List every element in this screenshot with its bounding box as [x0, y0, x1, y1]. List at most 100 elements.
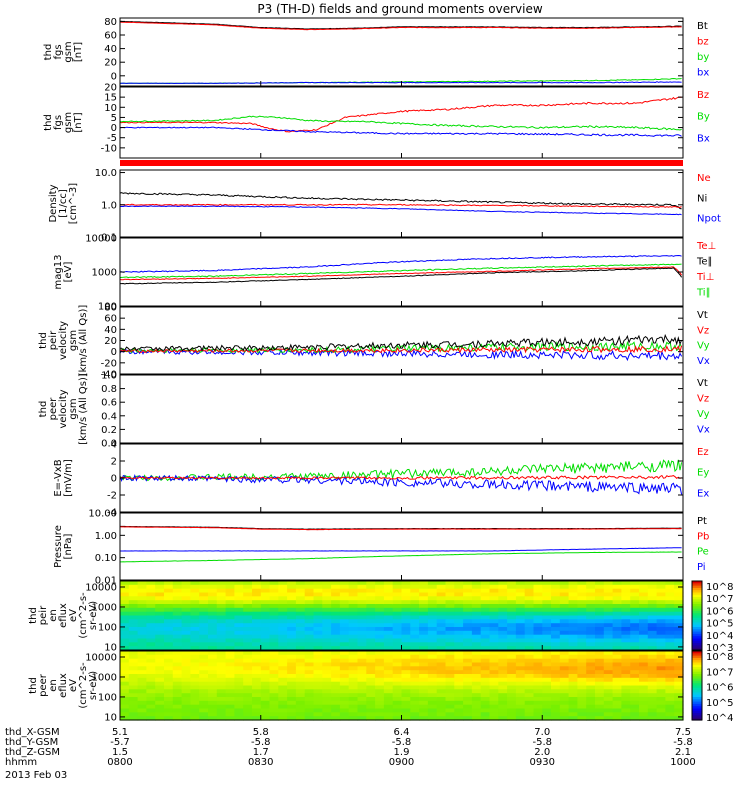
spectrogram-cell: [639, 607, 649, 613]
spectrogram-cell: [199, 681, 209, 687]
spectrogram-cell: [322, 685, 332, 690]
spectrogram-cell: [234, 600, 244, 605]
spectrogram-cell: [269, 654, 279, 660]
spectrogram-cell: [199, 716, 209, 721]
spectrogram-cell: [155, 630, 165, 636]
spectrogram-cell: [586, 708, 596, 713]
spectrogram-cell: [128, 651, 139, 656]
spectrogram-cell: [181, 658, 191, 664]
spectrogram-cell: [674, 704, 684, 710]
spectrogram-cell: [445, 700, 455, 706]
spectrogram-cell: [392, 592, 403, 597]
spectrogram-cell: [137, 666, 147, 671]
spectrogram-cell: [216, 607, 227, 613]
spectrogram-cell: [665, 674, 675, 679]
spectrogram-cell: [665, 658, 675, 664]
spectrogram-cell: [383, 689, 394, 694]
spectrogram-cell: [586, 588, 596, 594]
spectrogram-cell: [524, 600, 535, 605]
spectrogram-cell: [551, 704, 561, 710]
spectrogram-cell: [331, 596, 341, 601]
spectrogram-cell: [172, 623, 183, 628]
spectrogram-cell: [471, 704, 482, 710]
y-tick-label: 80: [104, 303, 117, 314]
spectrogram-cell: [551, 689, 561, 694]
spectrogram-cell: [568, 712, 578, 717]
spectrogram-cell: [269, 704, 279, 710]
spectrogram-cell: [304, 704, 315, 710]
spectrogram-cell: [463, 666, 473, 671]
spectrogram-cell: [524, 592, 535, 597]
spectrogram-cell: [120, 708, 130, 713]
spectrogram-cell: [533, 708, 543, 713]
spectrogram-cell: [260, 611, 271, 617]
series-bz: [120, 21, 682, 31]
spectrogram-cell: [427, 611, 438, 617]
spectrogram-cell: [190, 630, 200, 636]
spectrogram-cell: [471, 619, 482, 624]
spectrogram-cell: [313, 681, 323, 687]
spectrogram-cell: [146, 638, 156, 643]
spectrogram-cell: [630, 666, 640, 671]
spectrogram-cell: [665, 581, 675, 586]
spectrogram-cell: [665, 677, 675, 683]
spectrogram-cell: [278, 623, 288, 628]
spectrogram-cell: [137, 658, 147, 664]
legend-Pt: Pt: [697, 516, 707, 527]
spectrogram-cell: [595, 712, 605, 717]
spectrogram-cell: [551, 651, 561, 656]
spectrogram-cell: [577, 712, 587, 717]
legend-by: by: [697, 52, 709, 63]
spectrogram-cell: [542, 581, 552, 586]
spectrogram-cell: [551, 677, 561, 683]
spectrogram-cell: [243, 704, 253, 710]
spectrogram-cell: [383, 627, 394, 632]
spectrogram-cell: [120, 642, 130, 647]
spectrogram-cell: [366, 619, 376, 624]
spectrogram-cell: [524, 716, 535, 721]
spectrogram-cell: [172, 604, 183, 609]
spectrogram-cell: [551, 662, 561, 667]
spectrogram-cell: [559, 716, 570, 721]
spectrogram-cell: [383, 611, 394, 617]
spectrogram-cell: [181, 627, 191, 632]
y-axis-label: velocity: [58, 389, 69, 428]
spectrogram-cell: [295, 600, 306, 605]
spectrogram-cell: [252, 611, 262, 617]
spectrogram-cell: [137, 677, 147, 683]
spectrogram-cell: [366, 681, 376, 687]
spectrogram-cell: [595, 642, 605, 647]
spectrogram-cell: [674, 658, 684, 664]
spectrogram-cell: [586, 619, 596, 624]
spectrogram-cell: [595, 689, 605, 694]
spectrogram-cell: [647, 615, 658, 620]
ephemeris-value: -5.8: [251, 737, 271, 748]
spectrogram-cell: [559, 677, 570, 683]
spectrogram-cell: [427, 666, 438, 671]
spectrogram-cell: [542, 619, 552, 624]
spectrogram-cell: [621, 592, 631, 597]
spectrogram-cell: [533, 630, 543, 636]
spectrogram-cell: [551, 619, 561, 624]
spectrogram-cell: [630, 581, 640, 586]
spectrogram-cell: [331, 685, 341, 690]
spectrogram-cell: [260, 596, 271, 601]
spectrogram-cell: [278, 662, 288, 667]
spectrogram-cell: [295, 651, 306, 656]
spectrogram-cell: [339, 600, 350, 605]
spectrogram-cell: [225, 627, 235, 632]
spectrogram-cell: [454, 658, 464, 664]
spectrogram-cell: [515, 685, 526, 690]
spectrogram-cell: [515, 712, 526, 717]
spectrogram-cell: [322, 716, 332, 721]
colorbar-cell: [692, 694, 702, 698]
spectrogram-cell: [295, 654, 306, 660]
y-tick-label: 100: [98, 692, 117, 703]
spectrogram-cell: [313, 642, 323, 647]
spectrogram-cell: [137, 584, 147, 590]
spectrogram-cell: [410, 693, 420, 698]
spectrogram-cell: [445, 592, 455, 597]
spectrogram-cell: [621, 634, 631, 640]
spectrogram-cell: [339, 615, 350, 620]
